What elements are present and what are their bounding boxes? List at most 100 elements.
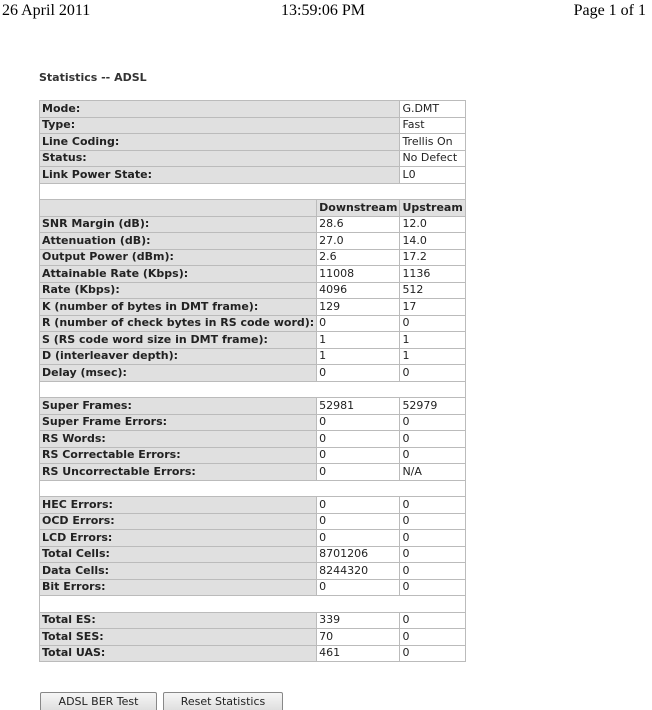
- upstream-value: 0: [399, 611, 466, 629]
- stat-label: S (RS code word size in DMT frame):: [38, 331, 318, 349]
- downstream-value: 11008: [316, 265, 401, 283]
- stat-label: Output Power (dBm):: [38, 248, 318, 266]
- info-row: Type: Fast: [38, 116, 466, 134]
- downstream-value: 0: [316, 364, 401, 382]
- downstream-value: 0: [316, 578, 401, 596]
- column-header-row: Downstream Upstream: [38, 199, 466, 217]
- upstream-value: 0: [399, 413, 466, 431]
- upstream-value: 14.0: [399, 232, 466, 250]
- spacer-row: [39, 595, 466, 613]
- stat-row: SNR Margin (dB): 28.6 12.0: [38, 215, 466, 233]
- stat-row: Bit Errors: 0 0: [38, 578, 466, 596]
- stat-label: R (number of check bytes in RS code word…: [38, 314, 318, 332]
- stat-row: Output Power (dBm): 2.6 17.2: [38, 248, 466, 266]
- downstream-value: 339: [316, 611, 401, 629]
- downstream-value: 8701206: [316, 545, 401, 563]
- info-label: Mode:: [38, 100, 401, 118]
- stat-label: Super Frames:: [38, 397, 318, 415]
- stat-label: D (interleaver depth):: [38, 347, 318, 365]
- downstream-value: 2.6: [316, 248, 401, 266]
- stat-row: Total Cells: 8701206 0: [38, 545, 466, 563]
- info-value: L0: [399, 166, 466, 184]
- upstream-value: 17.2: [399, 248, 466, 266]
- downstream-value: 1: [316, 331, 401, 349]
- stat-label: RS Words:: [38, 430, 318, 448]
- stat-row: Rate (Kbps): 4096 512: [38, 281, 466, 299]
- stat-row: Attainable Rate (Kbps): 11008 1136: [38, 265, 466, 283]
- stat-label: RS Correctable Errors:: [38, 446, 318, 464]
- stat-row: RS Words: 0 0: [38, 430, 466, 448]
- downstream-value: 0: [316, 314, 401, 332]
- print-date: 26 April 2011: [2, 2, 91, 19]
- upstream-value: 1: [399, 347, 466, 365]
- stat-label: Total SES:: [38, 628, 318, 646]
- page-title: Statistics -- ADSL: [39, 71, 147, 84]
- downstream-value: 1: [316, 347, 401, 365]
- upstream-value: 0: [399, 562, 466, 580]
- stat-label: Delay (msec):: [38, 364, 318, 382]
- spacer-row: [39, 479, 466, 497]
- downstream-value: 8244320: [316, 562, 401, 580]
- stat-row: Super Frame Errors: 0 0: [38, 413, 466, 431]
- upstream-value: 512: [399, 281, 466, 299]
- upstream-value: 1: [399, 331, 466, 349]
- upstream-value: 0: [399, 496, 466, 514]
- stat-label: Attenuation (dB):: [38, 232, 318, 250]
- downstream-value: 0: [316, 463, 401, 481]
- info-label: Status:: [38, 149, 401, 167]
- info-row: Line Coding: Trellis On: [38, 133, 466, 151]
- stat-row: Delay (msec): 0 0: [38, 364, 466, 382]
- info-value: No Defect: [399, 149, 466, 167]
- spacer-cell: [39, 182, 466, 200]
- stat-label: Bit Errors:: [38, 578, 318, 596]
- stat-label: K (number of bytes in DMT frame):: [38, 298, 318, 316]
- upstream-value: 0: [399, 314, 466, 332]
- upstream-value: 0: [399, 512, 466, 530]
- stat-label: Data Cells:: [38, 562, 318, 580]
- header-blank: [38, 199, 318, 217]
- spacer-cell: [39, 380, 466, 398]
- upstream-value: 0: [399, 578, 466, 596]
- downstream-value: 0: [316, 496, 401, 514]
- stat-label: RS Uncorrectable Errors:: [38, 463, 318, 481]
- ber-test-button[interactable]: ADSL BER Test: [40, 692, 157, 710]
- stat-row: Total UAS: 461 0: [38, 644, 466, 662]
- stat-row: Attenuation (dB): 27.0 14.0: [38, 232, 466, 250]
- spacer-row: [39, 380, 466, 398]
- stat-row: S (RS code word size in DMT frame): 1 1: [38, 331, 466, 349]
- stat-row: HEC Errors: 0 0: [38, 496, 466, 514]
- stat-label: Super Frame Errors:: [38, 413, 318, 431]
- stat-row: LCD Errors: 0 0: [38, 529, 466, 547]
- upstream-value: 0: [399, 430, 466, 448]
- downstream-value: 27.0: [316, 232, 401, 250]
- stat-label: HEC Errors:: [38, 496, 318, 514]
- downstream-value: 28.6: [316, 215, 401, 233]
- stat-row: RS Uncorrectable Errors: 0 N/A: [38, 463, 466, 481]
- info-value: Trellis On: [399, 133, 466, 151]
- downstream-value: 0: [316, 413, 401, 431]
- info-row: Status: No Defect: [38, 149, 466, 167]
- info-row: Link Power State: L0: [38, 166, 466, 184]
- upstream-value: 17: [399, 298, 466, 316]
- stat-row: RS Correctable Errors: 0 0: [38, 446, 466, 464]
- downstream-value: 461: [316, 644, 401, 662]
- statistics-table: Mode: G.DMT Type: Fast Line Coding: Trellis O…: [38, 100, 466, 662]
- upstream-value: 0: [399, 628, 466, 646]
- upstream-value: 0: [399, 446, 466, 464]
- stat-row: D (interleaver depth): 1 1: [38, 347, 466, 365]
- stat-row: OCD Errors: 0 0: [38, 512, 466, 530]
- downstream-value: 70: [316, 628, 401, 646]
- spacer-cell: [39, 479, 466, 497]
- stat-label: Total UAS:: [38, 644, 318, 662]
- downstream-value: 0: [316, 446, 401, 464]
- upstream-value: 0: [399, 529, 466, 547]
- upstream-value: 52979: [399, 397, 466, 415]
- info-label: Type:: [38, 116, 401, 134]
- column-header: Upstream: [399, 199, 466, 217]
- reset-button[interactable]: Reset Statistics: [163, 692, 283, 710]
- print-time: 13:59:06 PM: [281, 2, 366, 19]
- upstream-value: 12.0: [399, 215, 466, 233]
- stat-row: Super Frames: 52981 52979: [38, 397, 466, 415]
- upstream-value: 0: [399, 545, 466, 563]
